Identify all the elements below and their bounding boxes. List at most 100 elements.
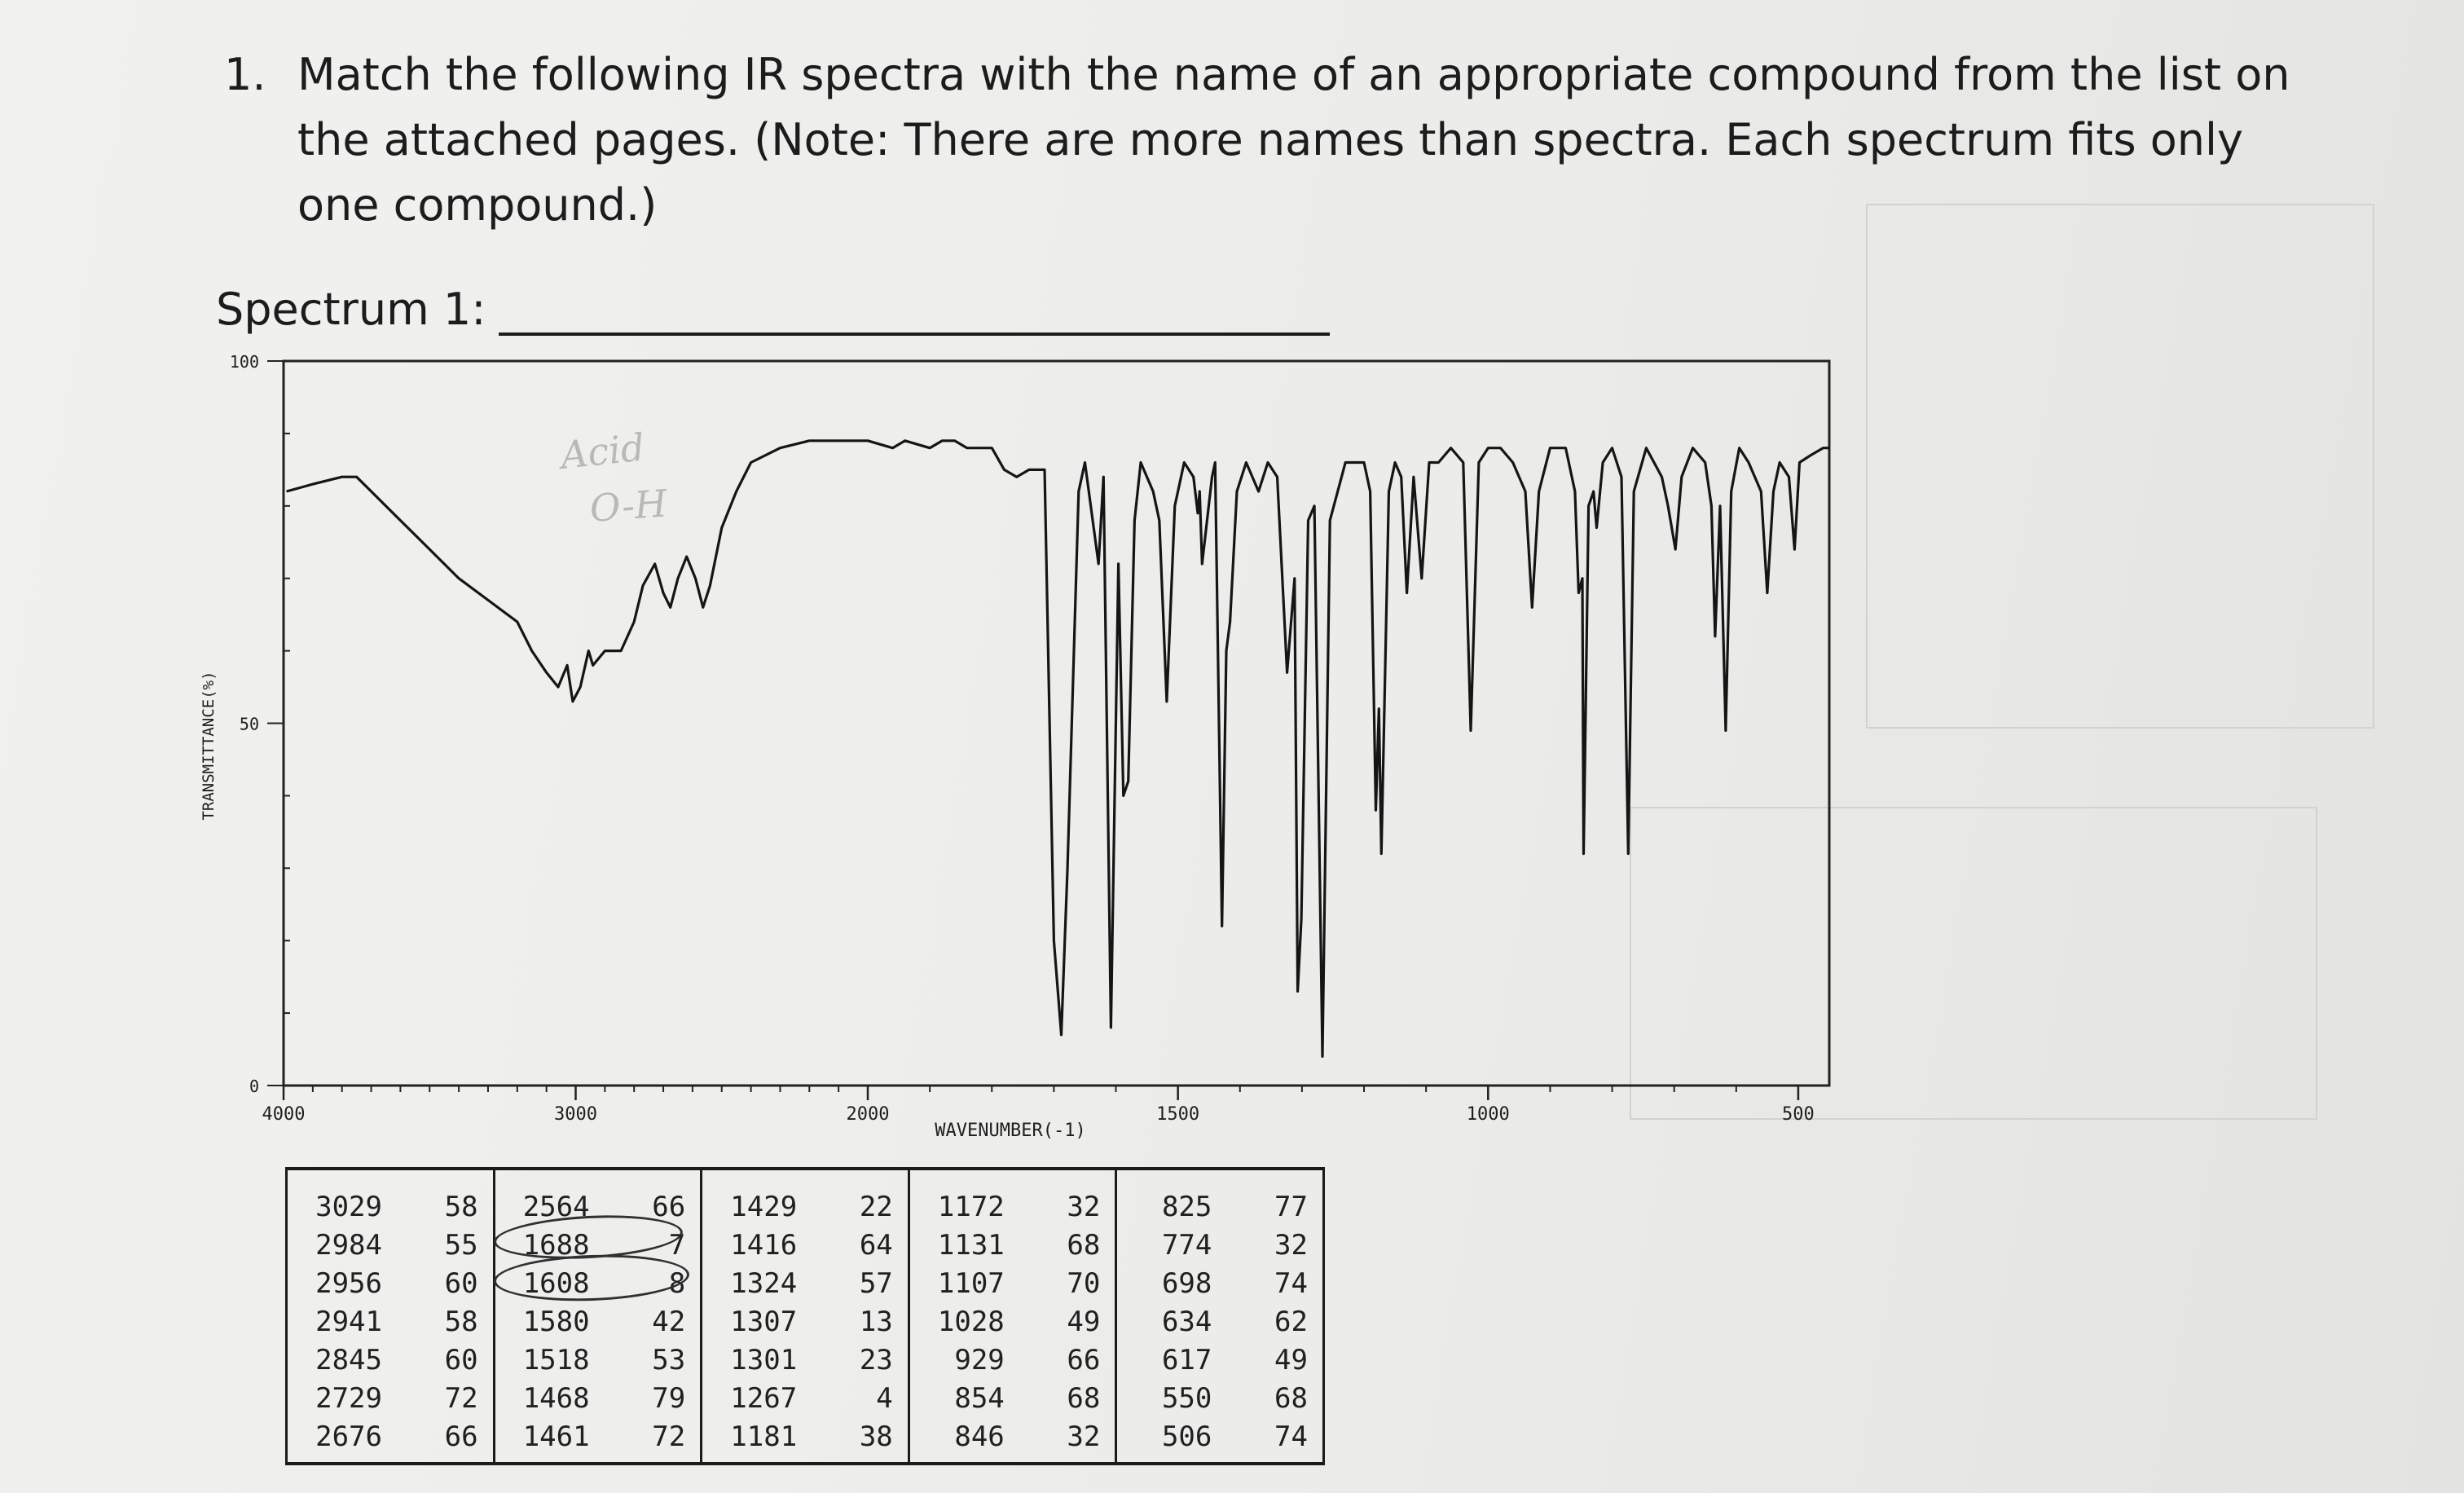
peak-transmittance: 62 xyxy=(1274,1306,1308,1338)
peak-transmittance: 72 xyxy=(652,1420,686,1453)
peak-wavenumber: 617 xyxy=(1161,1344,1212,1376)
peak-transmittance: 32 xyxy=(1067,1191,1101,1223)
peak-transmittance: 68 xyxy=(1274,1382,1308,1415)
peak-transmittance: 32 xyxy=(1274,1229,1308,1262)
peak-transmittance: 32 xyxy=(1067,1420,1101,1453)
peak-table-row: 1429 22 xyxy=(722,1188,893,1227)
y-axis-label: TRANSMITTANCE(%) xyxy=(200,671,218,820)
peak-table-row: 2984 55 xyxy=(307,1227,478,1265)
peak-table-row: 1461 72 xyxy=(515,1418,686,1456)
peak-table-row: 3029 58 xyxy=(307,1188,478,1227)
x-tick-label: 2000 xyxy=(847,1104,890,1125)
peak-table-row: 1301 23 xyxy=(722,1341,893,1380)
peak-table: 3029 58 2984 55 2956 60 2941 58 2845 60 2729 72 2676… xyxy=(285,1167,1325,1465)
peak-transmittance: 66 xyxy=(1067,1344,1101,1376)
peak-table-row: 550 68 xyxy=(1137,1380,1308,1418)
handwritten-note: Acid xyxy=(556,425,647,478)
peak-transmittance: 4 xyxy=(876,1382,893,1415)
x-tick-label: 500 xyxy=(1782,1104,1815,1125)
x-tick-label: 4000 xyxy=(262,1104,306,1125)
spectrum-label: Spectrum 1: xyxy=(216,284,486,335)
peak-transmittance: 55 xyxy=(444,1229,478,1262)
peak-wavenumber: 929 xyxy=(954,1344,1005,1376)
peak-wavenumber: 1688 xyxy=(522,1229,590,1262)
peak-table-row: 1324 57 xyxy=(722,1265,892,1303)
peak-table-column: 1172 32 1131 68 1107 70 1028 49 929 66 854 68 846 32 xyxy=(907,1170,1115,1462)
peak-wavenumber: 1324 xyxy=(730,1267,798,1300)
peak-table-column: 1429 22 1416 64 1324 57 1307 13 1301 23 1267 4 1181 3… xyxy=(700,1170,908,1462)
peak-wavenumber: 774 xyxy=(1161,1229,1212,1262)
peak-table-row: 854 68 xyxy=(930,1380,1100,1418)
peak-table-row: 2564 66 xyxy=(515,1188,686,1227)
peak-transmittance: 77 xyxy=(1274,1191,1308,1223)
peak-transmittance: 74 xyxy=(1274,1267,1308,1300)
peak-table-row: 2956 60 xyxy=(307,1265,478,1303)
peak-transmittance: 53 xyxy=(652,1344,686,1376)
peak-transmittance: 66 xyxy=(652,1191,686,1223)
answer-line[interactable] xyxy=(499,333,1330,336)
peak-wavenumber: 1131 xyxy=(937,1229,1005,1262)
peak-transmittance: 64 xyxy=(859,1229,893,1262)
question-text: Match the following IR spectra with the … xyxy=(297,49,2290,231)
x-tick-label: 1000 xyxy=(1467,1104,1510,1125)
peak-transmittance: 8 xyxy=(668,1267,686,1300)
peak-wavenumber: 846 xyxy=(954,1420,1005,1453)
peak-transmittance: 68 xyxy=(1067,1229,1101,1262)
peak-transmittance: 70 xyxy=(1067,1267,1101,1300)
peak-transmittance: 74 xyxy=(1274,1420,1308,1453)
peak-wavenumber: 634 xyxy=(1161,1306,1212,1338)
peak-wavenumber: 2984 xyxy=(315,1229,382,1262)
peak-table-row: 1131 68 xyxy=(930,1227,1101,1265)
peak-wavenumber: 1307 xyxy=(730,1306,798,1338)
peak-wavenumber: 550 xyxy=(1161,1382,1212,1415)
x-axis-label: WAVENUMBER(-1) xyxy=(935,1121,1085,1141)
peak-table-row: 1267 4 xyxy=(722,1380,893,1418)
peak-wavenumber: 2676 xyxy=(315,1420,382,1453)
peak-table-row: 698 74 xyxy=(1137,1265,1308,1303)
peak-wavenumber: 1181 xyxy=(730,1420,798,1453)
peak-table-row: 1028 49 xyxy=(930,1303,1101,1341)
peak-transmittance: 58 xyxy=(444,1191,478,1223)
peak-wavenumber: 1429 xyxy=(730,1191,798,1223)
peak-wavenumber: 1580 xyxy=(522,1306,590,1338)
peak-table-row: 1468 79 xyxy=(515,1380,685,1418)
peak-transmittance: 49 xyxy=(1274,1344,1308,1376)
peak-transmittance: 49 xyxy=(1067,1306,1101,1338)
peak-wavenumber: 506 xyxy=(1161,1420,1212,1453)
peak-table-row: 846 32 xyxy=(930,1418,1101,1456)
peak-transmittance: 66 xyxy=(444,1420,478,1453)
peak-table-row: 2941 58 xyxy=(307,1303,478,1341)
peak-wavenumber: 1301 xyxy=(730,1344,798,1376)
peak-wavenumber: 2845 xyxy=(315,1344,382,1376)
peak-table-column: 825 77 774 32 698 74 634 62 617 49 550 68 506 74 xyxy=(1115,1170,1325,1462)
peak-transmittance: 42 xyxy=(652,1306,686,1338)
peak-table-row: 1181 38 xyxy=(722,1418,892,1456)
peak-table-column: 3029 58 2984 55 2956 60 2941 58 2845 60 2729 72 2676… xyxy=(285,1170,493,1462)
peak-transmittance: 60 xyxy=(444,1267,478,1300)
peak-table-row: 506 74 xyxy=(1137,1418,1308,1456)
peak-wavenumber: 2564 xyxy=(522,1191,590,1223)
peak-table-row: 929 66 xyxy=(930,1341,1101,1380)
peak-table-column: 2564 66 1688 7 1608 8 1580 42 1518 53 1468 79 1461 72 xyxy=(492,1170,701,1462)
peak-transmittance: 58 xyxy=(444,1306,478,1338)
peak-table-row: 1608 8 xyxy=(515,1265,686,1303)
y-tick-label: 100 xyxy=(230,352,259,372)
peak-table-row: 2729 72 xyxy=(307,1380,477,1418)
peak-wavenumber: 2956 xyxy=(315,1267,382,1300)
y-tick-label: 0 xyxy=(249,1077,259,1096)
peak-wavenumber: 1267 xyxy=(730,1382,798,1415)
handwritten-note: O-H xyxy=(588,481,669,531)
peak-transmittance: 7 xyxy=(668,1229,686,1262)
peak-table-row: 1518 53 xyxy=(515,1341,686,1380)
peak-table-row: 1416 64 xyxy=(722,1227,893,1265)
peak-wavenumber: 698 xyxy=(1161,1267,1212,1300)
peak-transmittance: 23 xyxy=(859,1344,893,1376)
peak-wavenumber: 1107 xyxy=(937,1267,1005,1300)
x-tick-label: 3000 xyxy=(554,1104,597,1125)
peak-wavenumber: 3029 xyxy=(315,1191,382,1223)
peak-transmittance: 22 xyxy=(859,1191,893,1223)
y-tick-label: 50 xyxy=(240,715,259,734)
